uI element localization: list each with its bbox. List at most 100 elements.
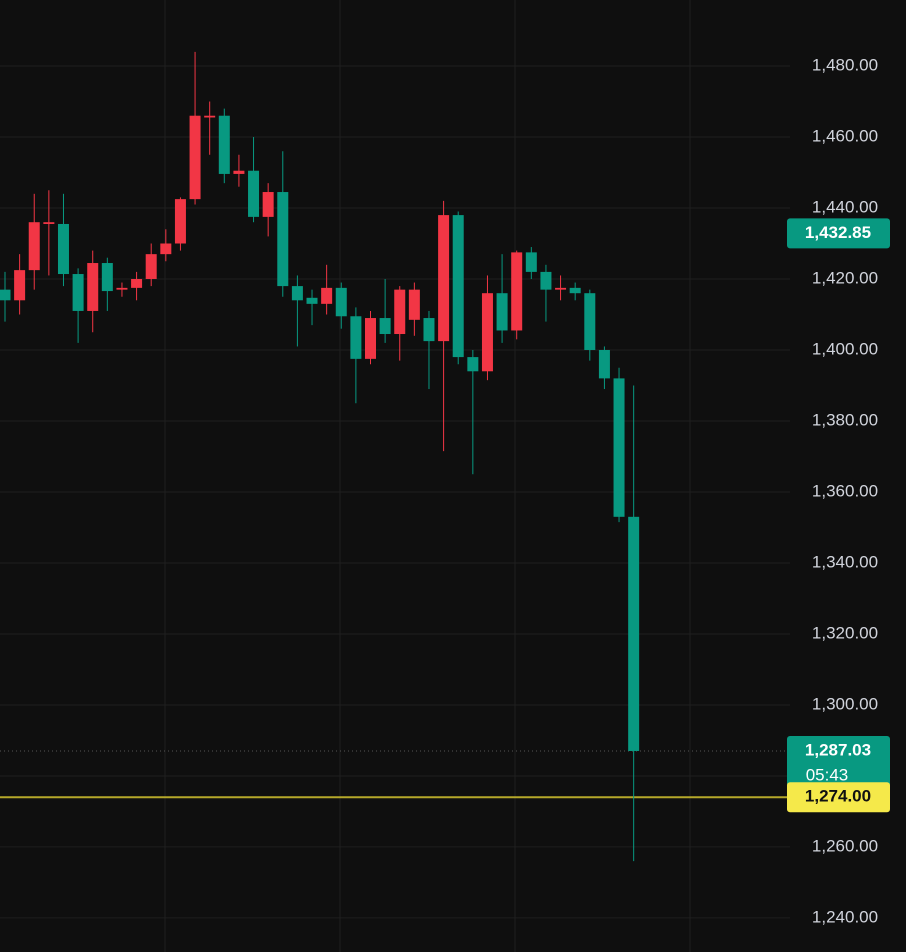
y-tick-label: 1,400.00 [812, 339, 878, 358]
candle-body [145, 254, 157, 279]
candle [511, 250, 523, 340]
candle-body [569, 287, 581, 294]
candle-body [350, 316, 362, 359]
candle-body [628, 516, 640, 751]
candle [321, 264, 333, 315]
y-tick-label: 1,320.00 [812, 623, 878, 642]
candle [350, 307, 362, 404]
candle [540, 264, 552, 322]
candle [613, 367, 625, 523]
candle-body [408, 289, 420, 320]
time-grid [164, 0, 691, 952]
candle-body [72, 274, 84, 311]
candle-body [467, 357, 479, 372]
candle-body [613, 378, 625, 517]
candle [496, 254, 508, 343]
candle [160, 229, 172, 262]
candle-body [218, 115, 230, 174]
candle [555, 275, 567, 301]
countdown-text: 05:43 [806, 765, 849, 784]
candle [408, 282, 420, 336]
price-label: 1,287.03 05:43 [787, 735, 890, 790]
candle [452, 211, 464, 365]
candle [174, 197, 186, 251]
candle-body [525, 252, 537, 272]
candle-body [116, 287, 128, 290]
candle-body [0, 289, 11, 301]
candle [379, 278, 391, 343]
price-label-text: 1,432.85 [805, 223, 871, 242]
candle-body [43, 222, 55, 224]
candle-body [365, 318, 376, 359]
y-tick-label: 1,260.00 [812, 836, 878, 855]
candle-body [28, 222, 40, 271]
candle [204, 101, 216, 155]
candle [481, 275, 493, 381]
candle-body [423, 318, 435, 342]
candle-body [233, 170, 245, 174]
candle-body [584, 293, 596, 350]
candle [335, 282, 347, 329]
candle-body [14, 270, 26, 301]
candle-body [379, 318, 391, 335]
candle [218, 108, 230, 184]
price-label: 1,274.00 [787, 782, 890, 813]
candle [14, 254, 26, 315]
y-tick-label: 1,480.00 [812, 56, 878, 75]
candle [394, 286, 406, 361]
value-grid [0, 65, 790, 919]
candle [438, 200, 450, 452]
candle [28, 193, 40, 290]
candle [145, 243, 157, 287]
y-tick-label: 1,460.00 [812, 126, 878, 145]
candle [569, 282, 581, 301]
candle-body [481, 293, 493, 372]
candle [233, 154, 245, 187]
price-label-text: 1,287.03 [805, 740, 871, 759]
candle [57, 193, 69, 287]
candle [291, 275, 303, 347]
candle [0, 271, 11, 322]
candle-body [452, 215, 464, 358]
candle-body [174, 199, 186, 244]
price-label: 1,432.85 [787, 218, 890, 249]
candle [277, 151, 289, 297]
candle-body [101, 263, 113, 292]
y-tick-label: 1,440.00 [812, 197, 878, 216]
candle-body [335, 287, 347, 317]
candle [116, 282, 128, 297]
y-tick-label: 1,360.00 [812, 481, 878, 500]
y-tick-label: 1,380.00 [812, 410, 878, 429]
candle [423, 310, 435, 390]
candle-body [204, 115, 216, 118]
candle [189, 51, 201, 205]
candle-body [277, 192, 289, 287]
candle-body [131, 278, 143, 288]
candle-body [160, 243, 172, 255]
candle-body [248, 170, 260, 217]
candle-body [87, 263, 99, 311]
candle-body [321, 287, 333, 304]
price-label-box [787, 735, 890, 790]
y-tick-label: 1,340.00 [812, 552, 878, 571]
candle-body [291, 286, 303, 301]
candle [467, 349, 479, 475]
candle [598, 346, 610, 390]
candle-body [540, 271, 552, 290]
candle [87, 250, 99, 333]
candle [131, 271, 143, 301]
candle [365, 310, 376, 365]
candle-body [57, 223, 69, 275]
candle [628, 385, 640, 862]
price-label-box [787, 218, 890, 249]
candle-body [598, 349, 610, 379]
candle-body [189, 115, 201, 200]
candle [43, 190, 55, 276]
y-tick-label: 1,300.00 [812, 694, 878, 713]
candle [306, 289, 318, 326]
y-tick-label: 1,240.00 [812, 907, 878, 926]
candle-body [555, 287, 567, 290]
candle-body [511, 252, 523, 331]
